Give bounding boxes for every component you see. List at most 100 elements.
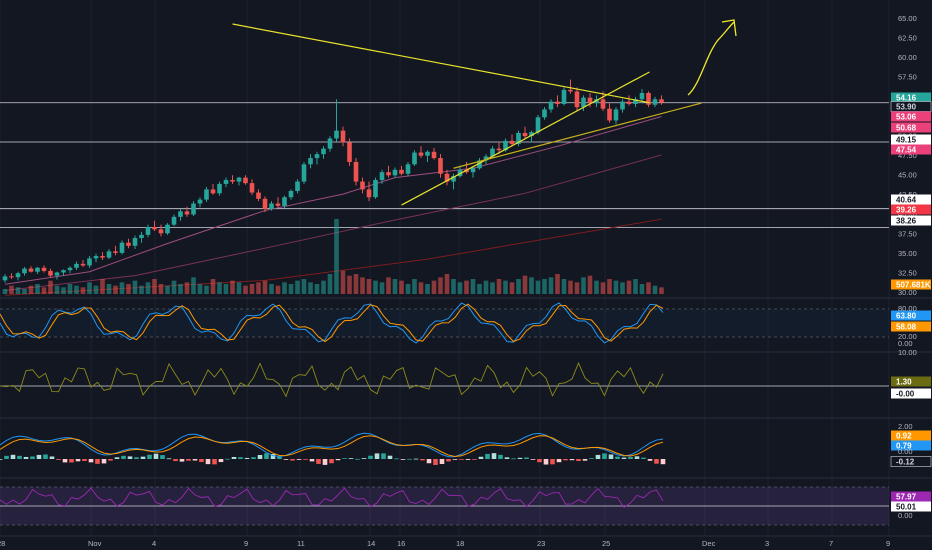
price-axis[interactable]: 65.0062.5060.0057.5055.0052.5050.0047.50… bbox=[890, 14, 932, 520]
candle-body[interactable] bbox=[373, 180, 378, 198]
candle-body[interactable] bbox=[28, 268, 34, 272]
oscillator-pane[interactable]: 1.30 -0.00 bbox=[0, 361, 931, 399]
candle-body[interactable] bbox=[418, 152, 424, 156]
candle-body[interactable] bbox=[646, 93, 651, 105]
candle-body[interactable] bbox=[61, 270, 66, 273]
candle-body[interactable] bbox=[607, 108, 612, 121]
candle-body[interactable] bbox=[210, 189, 216, 194]
candle-body[interactable] bbox=[48, 270, 53, 276]
candle-body[interactable] bbox=[360, 181, 365, 190]
candle-body[interactable] bbox=[288, 190, 294, 198]
candle-body[interactable] bbox=[633, 99, 638, 104]
candle-body[interactable] bbox=[152, 227, 157, 230]
candle-body[interactable] bbox=[217, 183, 222, 194]
candle-body[interactable] bbox=[405, 164, 411, 174]
candle-body[interactable] bbox=[626, 101, 632, 104]
candle-body[interactable] bbox=[509, 140, 515, 144]
candle-body[interactable] bbox=[412, 152, 417, 165]
candle-body[interactable] bbox=[659, 99, 664, 103]
candle-body[interactable] bbox=[275, 203, 281, 206]
candle-body[interactable] bbox=[301, 164, 307, 182]
candle-body[interactable] bbox=[295, 181, 300, 191]
candle-body[interactable] bbox=[483, 156, 489, 161]
candle-body[interactable] bbox=[386, 172, 391, 176]
candle-body[interactable] bbox=[106, 251, 112, 258]
candle-body[interactable] bbox=[184, 211, 190, 215]
candle-body[interactable] bbox=[139, 234, 144, 238]
candle-body[interactable] bbox=[334, 130, 339, 139]
candle-body[interactable] bbox=[2, 276, 8, 281]
candle-body[interactable] bbox=[542, 109, 547, 118]
candle-body[interactable] bbox=[314, 154, 320, 159]
candle-body[interactable] bbox=[581, 97, 586, 108]
candle-body[interactable] bbox=[22, 268, 27, 274]
candle-body[interactable] bbox=[197, 199, 203, 204]
candle-body[interactable] bbox=[425, 151, 430, 156]
candle-body[interactable] bbox=[496, 148, 502, 151]
candle-body[interactable] bbox=[516, 132, 521, 144]
stochastic-pane[interactable]: 63.80 58.08 bbox=[0, 302, 931, 344]
candle-body[interactable] bbox=[555, 101, 560, 104]
candle-body[interactable] bbox=[243, 177, 248, 184]
candle-body[interactable] bbox=[165, 224, 170, 234]
candle-body[interactable] bbox=[171, 216, 177, 225]
candle-body[interactable] bbox=[230, 180, 235, 182]
candle-body[interactable] bbox=[145, 227, 151, 235]
candle-body[interactable] bbox=[340, 130, 346, 143]
candle-body[interactable] bbox=[249, 183, 255, 193]
candle-body[interactable] bbox=[347, 142, 352, 162]
candle-body[interactable] bbox=[113, 251, 118, 253]
candle-body[interactable] bbox=[236, 177, 242, 182]
candle-body[interactable] bbox=[256, 192, 261, 199]
candle-body[interactable] bbox=[529, 132, 534, 137]
candle-body[interactable] bbox=[620, 101, 625, 110]
candle-body[interactable] bbox=[223, 180, 229, 184]
candle-body[interactable] bbox=[444, 173, 450, 182]
candle-body[interactable] bbox=[54, 272, 60, 276]
candle-body[interactable] bbox=[470, 168, 476, 173]
candle-body[interactable] bbox=[15, 273, 21, 278]
candle-body[interactable] bbox=[503, 140, 508, 151]
candle-body[interactable] bbox=[158, 229, 164, 234]
candle-body[interactable] bbox=[327, 138, 333, 149]
candle-body[interactable] bbox=[431, 151, 437, 159]
candle-body[interactable] bbox=[119, 242, 125, 253]
candle-body[interactable] bbox=[379, 172, 385, 180]
candle-body[interactable] bbox=[366, 189, 372, 198]
candle-body[interactable] bbox=[568, 89, 573, 92]
candle-body[interactable] bbox=[561, 89, 567, 104]
candle-body[interactable] bbox=[613, 109, 619, 121]
candle-body[interactable] bbox=[132, 238, 138, 246]
candle-body[interactable] bbox=[353, 161, 359, 182]
candle-body[interactable] bbox=[262, 198, 268, 209]
candle-body[interactable] bbox=[191, 203, 196, 215]
candle-body[interactable] bbox=[67, 267, 73, 271]
candle-body[interactable] bbox=[438, 158, 443, 174]
candle-body[interactable] bbox=[93, 256, 99, 259]
candle-body[interactable] bbox=[548, 101, 554, 110]
candle-body[interactable] bbox=[41, 267, 47, 271]
candle-body[interactable] bbox=[269, 203, 274, 209]
macd-pane[interactable]: 0.920.79 -0.12 bbox=[0, 430, 932, 467]
candle-body[interactable] bbox=[178, 211, 183, 217]
candle-body[interactable] bbox=[282, 197, 287, 206]
candle-body[interactable] bbox=[87, 258, 92, 266]
candle-body[interactable] bbox=[600, 99, 606, 109]
candle-body[interactable] bbox=[594, 99, 599, 104]
candle-body[interactable] bbox=[9, 276, 14, 278]
candle-body[interactable] bbox=[451, 176, 456, 182]
candle-body[interactable] bbox=[204, 189, 209, 200]
candle-body[interactable] bbox=[535, 117, 541, 133]
candle-body[interactable] bbox=[100, 256, 105, 258]
candle-body[interactable] bbox=[74, 263, 79, 268]
candle-body[interactable] bbox=[464, 169, 469, 173]
candle-body[interactable] bbox=[399, 169, 404, 174]
candle-body[interactable] bbox=[457, 169, 463, 177]
candle-body[interactable] bbox=[477, 160, 482, 169]
candle-body[interactable] bbox=[80, 263, 86, 266]
candle-body[interactable] bbox=[392, 169, 398, 176]
candle-body[interactable] bbox=[522, 132, 528, 137]
candle-body[interactable] bbox=[639, 93, 645, 100]
